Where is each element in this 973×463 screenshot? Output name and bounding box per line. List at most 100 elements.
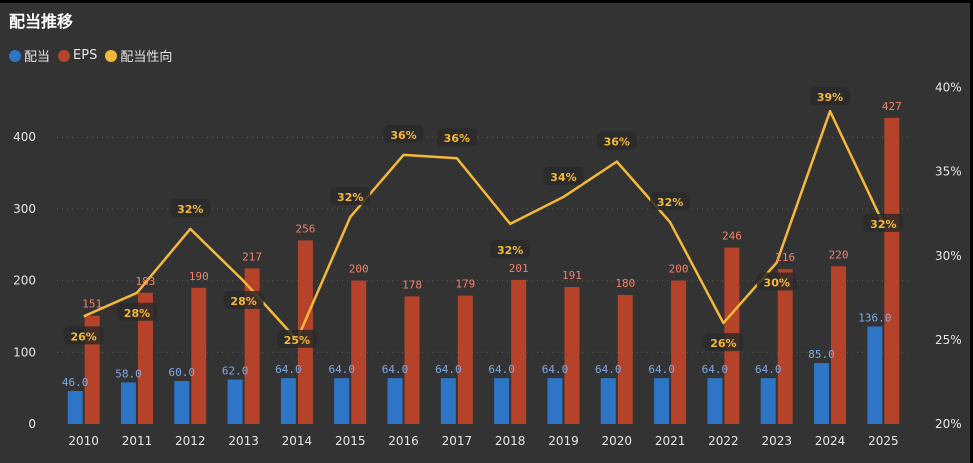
x-tick-label: 2019 [548,434,579,448]
data-label-eps: 220 [829,248,849,261]
x-tick-label: 2013 [228,434,259,448]
data-label-dividend: 64.0 [595,363,622,376]
data-label-dividend: 60.0 [169,366,196,379]
data-label-payout-ratio: 36% [390,129,416,142]
legend-dot-payout-ratio [105,49,118,62]
data-label-payout-ratio-bg [383,124,424,143]
x-tick-label: 2014 [282,434,313,448]
data-label-payout-ratio-bg [330,187,371,206]
data-label-payout-ratio: 32% [657,196,683,209]
x-tick-label: 2021 [655,434,686,448]
data-label-payout-ratio-bg [116,302,157,321]
bar-dividend [494,378,510,424]
data-label-payout-ratio-bg [650,192,691,211]
x-tick-label: 2022 [708,434,739,448]
legend-item-payout-ratio[interactable]: 配当性向 [105,46,172,65]
data-label-payout-ratio: 26% [710,337,736,350]
data-label-payout-ratio-bg [436,128,477,147]
legend-dot-dividend [9,49,21,62]
bar-eps [884,117,900,424]
data-label-dividend: 64.0 [382,363,409,376]
bar-dividend [654,378,670,424]
x-tick-label: 2017 [442,434,473,448]
data-label-payout-ratio: 36% [604,136,630,149]
legend-label-eps: EPS [73,48,98,63]
y-left-tick-label: 0 [28,417,36,431]
bar-dividend [814,363,830,424]
data-label-payout-ratio-bg [810,87,851,106]
legend-label-payout-ratio: 配当性向 [120,50,173,65]
data-label-payout-ratio: 26% [70,330,96,343]
y-left-tick-label: 200 [13,274,36,288]
data-label-payout-ratio-bg [703,333,744,352]
x-tick-label: 2012 [175,434,206,448]
chart-title: 配当推移 [9,12,74,31]
legend-item-eps[interactable]: EPS [58,48,97,63]
bar-dividend [867,326,883,424]
data-label-payout-ratio: 28% [230,295,256,308]
data-label-payout-ratio: 32% [177,203,203,216]
data-label-payout-ratio-bg [863,213,904,232]
data-label-dividend: 46.0 [62,376,89,389]
bar-eps [351,280,367,424]
line-payout-ratio [83,109,885,342]
bar-dividend [547,378,563,424]
data-label-eps: 200 [349,263,369,276]
data-label-dividend: 64.0 [702,363,729,376]
data-label-payout-ratio-bg [63,326,104,345]
data-label-dividend: 64.0 [755,363,782,376]
bar-eps [671,280,687,424]
x-tick-label: 2015 [335,434,366,448]
y-right-tick-label: 30% [935,249,962,263]
y-right-tick-label: 25% [935,333,962,347]
data-label-payout-ratio: 39% [817,91,843,104]
data-label-payout-ratio-bg [756,272,797,291]
chart-legend: 配当 EPS 配当性向 [9,46,180,65]
bar-dividend [280,378,296,424]
data-label-eps: 190 [189,270,209,283]
bar-eps [564,287,580,424]
data-label-payout-ratio-bg [170,198,211,217]
data-label-eps: 179 [455,278,475,291]
x-tick-label: 2024 [815,434,846,448]
bar-dividend [67,391,83,424]
legend-dot-eps [58,49,71,62]
data-label-eps: 216 [775,251,795,264]
data-label-payout-ratio-bg [490,239,531,258]
x-tick-label: 2010 [68,434,99,448]
data-label-payout-ratio-bg [223,291,264,310]
bar-dividend [174,380,190,424]
x-tick-label: 2011 [122,434,153,448]
x-tick-label: 2020 [602,434,633,448]
data-label-payout-ratio: 25% [284,334,310,347]
y-left-tick-label: 400 [13,130,36,144]
data-label-payout-ratio: 32% [497,244,523,257]
data-label-payout-ratio: 30% [764,277,790,290]
data-label-payout-ratio-bg [543,166,584,185]
data-label-dividend: 85.0 [808,348,835,361]
bar-eps [457,295,473,424]
data-label-dividend: 64.0 [648,363,675,376]
data-label-payout-ratio: 32% [870,218,896,231]
bar-eps [191,287,207,424]
bar-eps [137,292,153,424]
data-label-dividend: 64.0 [488,363,515,376]
data-label-payout-ratio: 28% [124,307,150,320]
bar-eps [831,266,847,424]
bar-eps [777,269,793,424]
data-label-eps: 180 [615,277,635,290]
data-label-eps: 178 [402,278,422,291]
data-label-dividend: 58.0 [115,367,142,380]
data-label-dividend: 62.0 [222,365,249,378]
legend-item-dividend[interactable]: 配当 [9,46,50,65]
x-tick-label: 2016 [388,434,419,448]
data-label-dividend: 64.0 [435,363,462,376]
data-label-dividend: 64.0 [542,363,569,376]
data-label-payout-ratio: 34% [550,171,576,184]
x-tick-label: 2018 [495,434,526,448]
x-tick-label: 2023 [761,434,792,448]
y-left-tick-label: 100 [13,345,36,359]
data-label-eps: 256 [295,222,315,235]
legend-label-dividend: 配当 [24,50,51,65]
